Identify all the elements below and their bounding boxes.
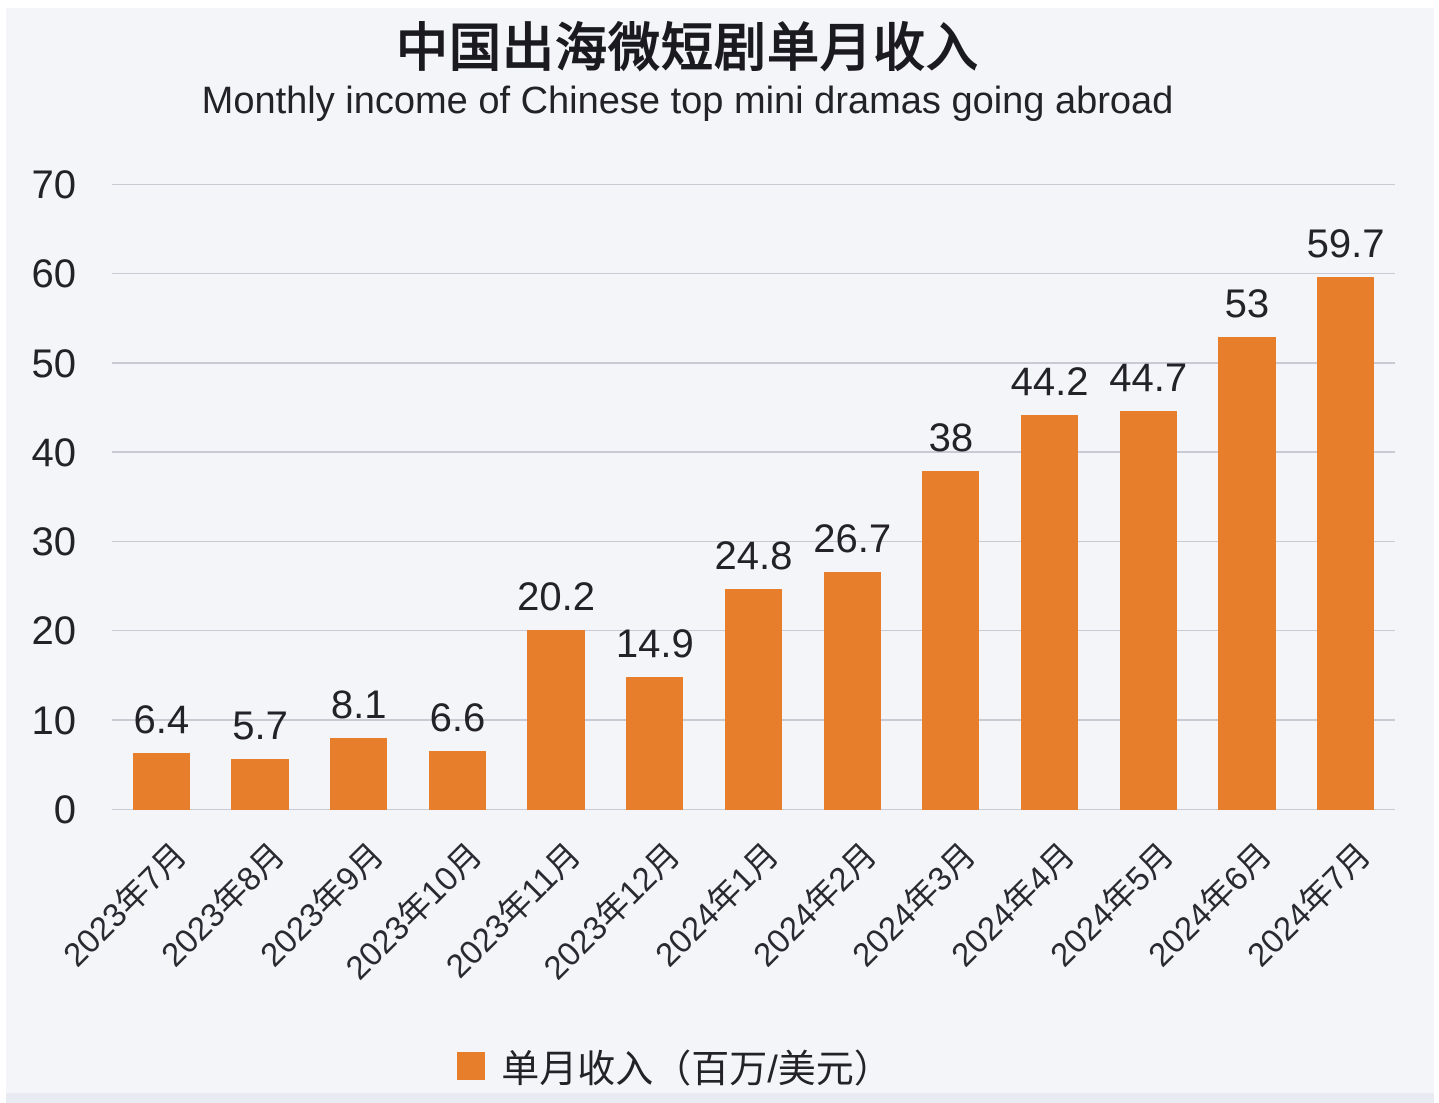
- gridline-50: [112, 362, 1395, 364]
- bar-value-label: 8.1: [330, 682, 387, 727]
- bar-2023年10月: [428, 751, 487, 810]
- bar-2023年9月: [330, 737, 388, 810]
- bar-slot-2024年3月: 38: [902, 185, 1001, 810]
- bar-series: 6.4 5.7 8.1 6.6 20.2 14.9 24.8 26.7 38 44.2 44.7 53…: [112, 185, 1395, 810]
- bar-2024年5月: [1119, 410, 1177, 810]
- y-tick-label-10: 10: [31, 698, 77, 743]
- chart-subtitle: Monthly income of Chinese top mini drama…: [201, 80, 1174, 122]
- gridline-30: [112, 540, 1395, 543]
- bar-value-label: 53: [1224, 281, 1270, 326]
- legend-marker-icon: [457, 1051, 486, 1080]
- y-tick-label-20: 20: [31, 609, 77, 654]
- chart-title: 中国出海微短剧单月收入: [395, 20, 979, 78]
- bar-value-label: 59.7: [1306, 221, 1385, 266]
- bar-2023年11月: [527, 629, 585, 810]
- bar-slot-2023年10月: 6.6: [408, 185, 507, 810]
- gridline-60: [112, 272, 1395, 275]
- bar-value-label: 44.2: [1010, 360, 1089, 405]
- bar-slot-2023年8月: 5.7: [211, 185, 310, 810]
- bar-2024年4月: [1020, 415, 1079, 810]
- bar-2024年3月: [922, 470, 980, 810]
- gridline-40: [112, 451, 1395, 453]
- y-axis-tick-labels: 0 10 20 30 40 50 60 70: [0, 165, 77, 830]
- y-tick-label-0: 0: [53, 788, 76, 832]
- bar-2024年2月: [823, 571, 881, 810]
- bottom-edge-band: [0, 1093, 1439, 1103]
- bar-slot-2024年1月: 24.8: [704, 185, 803, 810]
- bar-value-label: 20.2: [517, 574, 596, 619]
- bar-slot-2023年9月: 8.1: [309, 185, 408, 810]
- bar-slot-2024年4月: 44.2: [1000, 185, 1099, 810]
- legend: 单月收入（百万/美元）: [0, 1038, 1394, 1093]
- bar-value-label: 6.6: [429, 696, 486, 741]
- bar-slot-2024年6月: 53: [1198, 185, 1297, 810]
- bar-slot-2023年11月: 20.2: [507, 185, 606, 810]
- legend-label: 单月收入（百万/美元）: [501, 1049, 892, 1091]
- bar-value-label: 5.7: [232, 704, 288, 749]
- bar-2023年8月: [231, 759, 289, 810]
- bar-value-label: 6.4: [133, 697, 190, 742]
- bar-slot-2023年12月: 14.9: [605, 185, 704, 810]
- bar-value-label: 14.9: [615, 621, 694, 666]
- bar-2023年12月: [626, 676, 684, 810]
- bar-value-label: 44.7: [1109, 355, 1188, 400]
- y-tick-label-50: 50: [31, 341, 77, 386]
- bar-slot-2024年5月: 44.7: [1099, 185, 1198, 810]
- y-tick-label-60: 60: [31, 252, 77, 297]
- gridline-70: [112, 183, 1395, 185]
- bar-value-label: 26.7: [813, 516, 892, 561]
- bar-slot-2024年7月: 59.7: [1296, 185, 1395, 810]
- bar-2023年7月: [132, 752, 190, 810]
- bar-value-label: 24.8: [714, 533, 793, 578]
- y-tick-label-40: 40: [31, 430, 77, 475]
- y-tick-label-30: 30: [31, 520, 77, 565]
- x-axis-tick-labels: 2023年7月 2023年8月 2023年9月 2023年10月 2023年11月 202…: [55, 812, 1395, 1037]
- bar-value-label: 38: [928, 415, 974, 460]
- bar-2024年7月: [1316, 276, 1375, 810]
- bar-2024年6月: [1218, 336, 1276, 810]
- bar-slot-2023年7月: 6.4: [112, 185, 211, 810]
- y-tick-label-70: 70: [31, 163, 77, 207]
- bar-2024年1月: [724, 588, 783, 810]
- bar-slot-2024年2月: 26.7: [803, 185, 902, 810]
- plot-area: 6.4 5.7 8.1 6.6 20.2 14.9 24.8 26.7 38 44.2 44.7 53…: [112, 183, 1395, 810]
